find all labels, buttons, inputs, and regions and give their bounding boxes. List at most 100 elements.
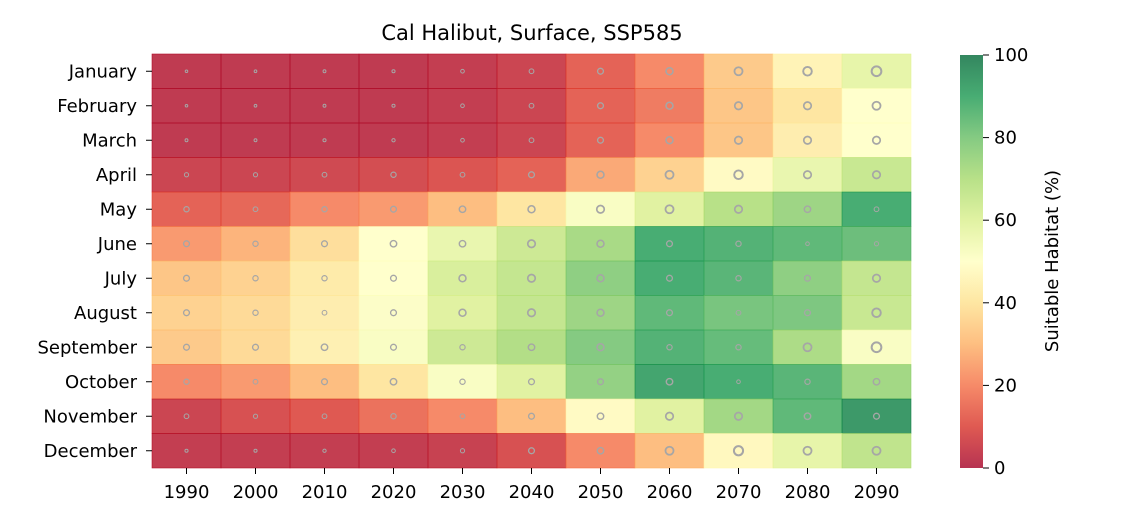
uncertainty-marker: [460, 137, 465, 143]
heatmap-cell: [289, 329, 360, 365]
heatmap-cell: [772, 398, 843, 434]
heatmap-cell: [220, 88, 291, 124]
heatmap-cell: [634, 364, 705, 400]
heatmap-cell: [634, 53, 705, 89]
y-tick-label: July: [104, 268, 138, 289]
uncertainty-marker: [459, 413, 466, 420]
heatmap-cell: [565, 226, 636, 262]
heatmap-cell: [772, 329, 843, 365]
uncertainty-marker: [322, 69, 327, 74]
heatmap-cell: [151, 433, 222, 469]
uncertainty-marker: [872, 412, 881, 420]
x-tick-label: 2070: [716, 482, 762, 503]
uncertainty-marker: [253, 103, 258, 108]
heatmap-cell: [703, 157, 774, 193]
heatmap-cell: [703, 433, 774, 469]
uncertainty-marker: [252, 206, 259, 213]
y-axis: January February March April May June July Augu…: [38, 61, 152, 462]
heatmap-cell: [151, 157, 222, 193]
heatmap-cell: [496, 88, 567, 124]
uncertainty-marker: [391, 69, 396, 74]
heatmap-cell: [772, 226, 843, 262]
uncertainty-marker: [459, 171, 466, 178]
heatmap-cell: [151, 329, 222, 365]
heatmap-cell: [565, 433, 636, 469]
uncertainty-marker: [596, 102, 605, 110]
colorbar-tick-label: 80: [994, 128, 1017, 149]
heatmap-cell: [427, 364, 498, 400]
heatmap-cell: [427, 433, 498, 469]
uncertainty-marker: [804, 378, 811, 385]
uncertainty-marker: [528, 137, 535, 144]
heatmap-cell: [634, 191, 705, 227]
uncertainty-marker: [184, 448, 189, 453]
heatmap-cell: [151, 191, 222, 227]
uncertainty-marker: [320, 240, 329, 248]
heatmap-cell: [358, 53, 429, 89]
colorbar-tick-label: 40: [994, 293, 1017, 314]
heatmap-cell: [634, 433, 705, 469]
heatmap-cell: [565, 364, 636, 400]
heatmap-cell: [772, 364, 843, 400]
uncertainty-marker: [251, 343, 260, 351]
heatmap-cell: [220, 295, 291, 331]
heatmap-cell: [496, 191, 567, 227]
heatmap-cell: [565, 157, 636, 193]
uncertainty-marker: [596, 412, 605, 421]
uncertainty-marker: [526, 273, 537, 283]
heatmap-cell: [496, 226, 567, 262]
uncertainty-marker: [871, 170, 882, 180]
x-tick-label: 2090: [854, 482, 900, 503]
uncertainty-marker: [183, 206, 190, 213]
uncertainty-marker: [596, 273, 605, 283]
heatmap-cell: [427, 398, 498, 434]
uncertainty-marker: [252, 240, 259, 247]
uncertainty-marker: [596, 308, 605, 318]
heatmap-cell: [289, 53, 360, 89]
heatmap-cell: [772, 53, 843, 89]
uncertainty-marker: [871, 135, 882, 145]
uncertainty-marker: [595, 204, 606, 214]
heatmap-cell: [427, 191, 498, 227]
uncertainty-marker: [460, 68, 465, 74]
uncertainty-marker: [872, 377, 881, 386]
uncertainty-marker: [665, 101, 674, 111]
heatmap-cell: [841, 88, 912, 124]
heatmap-cell: [151, 364, 222, 400]
uncertainty-marker: [458, 273, 467, 283]
uncertainty-marker: [733, 169, 744, 181]
heatmap-cell: [220, 191, 291, 227]
heatmap-cell: [772, 157, 843, 193]
heatmap-cell: [496, 122, 567, 158]
uncertainty-marker: [596, 342, 605, 352]
uncertainty-marker: [871, 445, 882, 456]
heatmap-cell: [634, 88, 705, 124]
colorbar: 0 20 40 60 80 100 Suitable Habitat (%): [960, 45, 1063, 479]
heatmap-cell: [289, 295, 360, 331]
uncertainty-marker: [184, 103, 189, 108]
y-tick-label: November: [43, 406, 137, 427]
heatmap-cell: [496, 295, 567, 331]
heatmap-cell: [841, 433, 912, 469]
uncertainty-marker: [182, 240, 191, 248]
heatmap-cell: [151, 260, 222, 296]
heatmap-cell: [634, 260, 705, 296]
uncertainty-marker: [802, 101, 813, 111]
heatmap-cell: [841, 295, 912, 331]
heatmap-cell: [565, 122, 636, 158]
uncertainty-marker: [665, 135, 674, 145]
uncertainty-marker: [803, 274, 812, 282]
heatmap-cell: [427, 53, 498, 89]
heatmap-cell: [565, 398, 636, 434]
y-tick-label: January: [68, 61, 138, 82]
heatmap-cell: [703, 295, 774, 331]
uncertainty-marker: [389, 309, 398, 317]
y-tick-label: March: [82, 130, 137, 151]
uncertainty-marker: [390, 171, 397, 178]
uncertainty-marker: [735, 240, 742, 247]
y-tick-label: April: [96, 165, 137, 186]
heatmap-cell: [358, 191, 429, 227]
uncertainty-marker: [665, 274, 674, 282]
chart-title: Cal Halibut, Surface, SSP585: [381, 21, 682, 45]
heatmap-cell: [289, 398, 360, 434]
